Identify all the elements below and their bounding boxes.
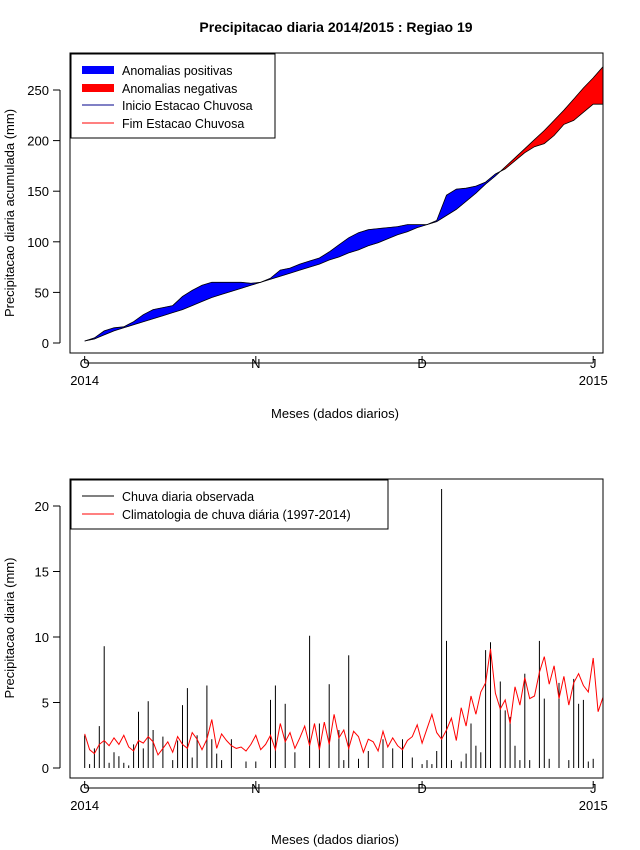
climatology-cumulative-line [84, 66, 604, 342]
legend-label-climatology-daily: Climatologia de chuva diária (1997-2014) [122, 508, 351, 522]
daily-y-axis-label: Precipitacao diaria (mm) [2, 558, 17, 699]
daily-x-axis-label: Meses (dados diarios) [271, 832, 399, 847]
daily-x-tick-label-N: N [251, 781, 260, 796]
daily-x-year-label-2014: 2014 [70, 798, 99, 813]
cumulative-x-axis-label: Meses (dados diarios) [271, 406, 399, 421]
cumulative-y-tick-label-100: 100 [27, 235, 49, 250]
daily-x-tick-label-D: D [417, 781, 426, 796]
cumulative-x-year-label-2014: 2014 [70, 373, 99, 388]
daily-y-tick-label-10: 10 [35, 630, 49, 645]
cumulative-x-tick-label-N: N [251, 356, 260, 371]
daily-plot-area [84, 489, 604, 768]
legend-label-positive-anomalies: Anomalias positivas [122, 64, 232, 78]
cumulative-y-tick-label-250: 250 [27, 83, 49, 98]
daily-y-tick-label-20: 20 [35, 499, 49, 514]
daily-axes: 0 5 10 15 20 O 2014 N D J 2015 [35, 499, 608, 813]
daily-x-year-label-2015: 2015 [579, 798, 608, 813]
cumulative-axes: 0 50 100 150 200 250 O 2014 N D J 2015 [27, 83, 607, 388]
cumulative-y-axis-label: Precipitacao diaria acumulada (mm) [2, 109, 17, 317]
cumulative-plot-frame [69, 52, 604, 354]
daily-legend-box [70, 479, 389, 530]
daily-legend: Chuva diaria observada Climatologia de c… [70, 479, 389, 530]
daily-plot-frame [69, 478, 604, 779]
climatology-daily-line [84, 648, 604, 756]
cumulative-x-tick-label-O: O [80, 356, 90, 371]
legend-label-season-start: Inicio Estacao Chuvosa [122, 99, 253, 113]
cumulative-y-tick-label-150: 150 [27, 184, 49, 199]
daily-x-tick-label-J: J [590, 781, 597, 796]
daily-y-tick-label-15: 15 [35, 565, 49, 580]
cumulative-x-tick-label-J: J [590, 356, 597, 371]
cumulative-y-tick-label-200: 200 [27, 134, 49, 149]
cumulative-plot-area [84, 66, 604, 342]
legend-label-observed-daily: Chuva diaria observada [122, 490, 254, 504]
daily-chart: 0 5 10 15 20 O 2014 N D J 2015 Meses (dados diario… [2, 478, 608, 847]
observed-cumulative-line [84, 103, 603, 342]
daily-y-tick-label-0: 0 [42, 761, 49, 776]
daily-y-tick-label-5: 5 [42, 696, 49, 711]
cumulative-y-tick-label-0: 0 [42, 336, 49, 351]
legend-label-negative-anomalies: Anomalias negativas [122, 82, 237, 96]
cumulative-y-tick-label-50: 50 [35, 285, 49, 300]
cumulative-x-year-label-2015: 2015 [579, 373, 608, 388]
cumulative-chart: 0 50 100 150 200 250 O 2014 N D J 2015 Meses (dados… [2, 52, 608, 421]
legend-label-season-end: Fim Estacao Chuvosa [122, 117, 244, 131]
cumulative-legend: Anomalias positivas Anomalias negativas … [70, 53, 276, 139]
figure-title: Precipitacao diaria 2014/2015 : Regiao 1… [199, 19, 472, 35]
cumulative-x-tick-label-D: D [417, 356, 426, 371]
daily-x-tick-label-O: O [80, 781, 90, 796]
